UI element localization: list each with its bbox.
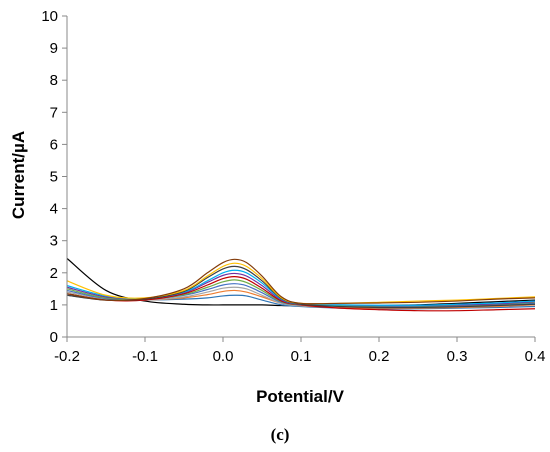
series-lines [66,257,536,312]
y-tick-label: 5 [50,169,58,186]
x-tick-label: 0.4 [525,348,546,365]
series-line-11 [66,262,536,305]
x-axis-ticks: -0.2 -0.1 0.0 0.1 0.2 0.3 0.4 [54,337,545,365]
y-tick-label: 4 [50,201,58,218]
y-axis-title: Current/µA [9,131,28,219]
panel-label: (c) [271,425,290,444]
x-tick-label: 0.3 [447,348,468,365]
x-axis-title: Potential/V [256,387,345,406]
y-tick-label: 1 [50,297,58,314]
y-tick-label: 2 [50,265,58,282]
series-line-10 [66,265,536,309]
y-tick-label: 10 [41,8,58,25]
series-line-12 [66,258,536,305]
y-axis-ticks: 0 1 2 3 4 5 6 7 8 9 10 [41,8,67,346]
y-tick-label: 7 [50,104,58,121]
y-tick-label: 8 [50,72,58,89]
x-tick-label: 0.2 [369,348,390,365]
x-tick-label: -0.1 [132,348,158,365]
x-tick-label: 0.0 [213,348,234,365]
x-tick-label: 0.1 [291,348,312,365]
y-tick-label: 3 [50,233,58,250]
series-line-2 [66,294,536,310]
series-line-7 [66,276,536,312]
x-tick-label: -0.2 [54,348,80,365]
y-tick-label: 9 [50,40,58,57]
y-tick-label: 0 [50,329,58,346]
series-line-6 [66,279,536,307]
y-tick-label: 6 [50,136,58,153]
